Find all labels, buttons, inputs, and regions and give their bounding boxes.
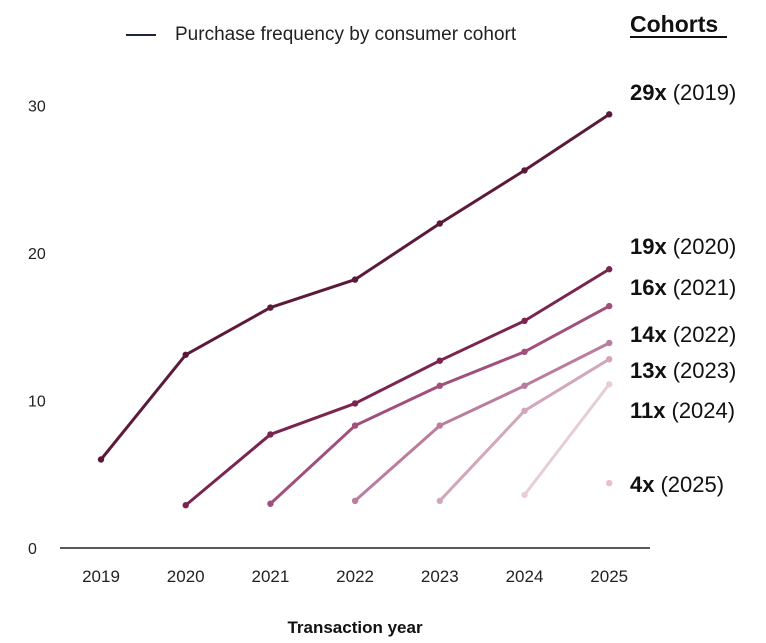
cohort-end-label-2020: 19x (2020) (630, 234, 736, 259)
cohort-year: (2021) (673, 275, 737, 300)
cohort-end-label-2021: 16x (2021) (630, 275, 736, 300)
x-tick-label: 2022 (336, 567, 374, 586)
data-point-2023 (521, 407, 528, 415)
data-point-2020 (351, 400, 359, 407)
cohort-multiplier: 29x (630, 80, 667, 105)
x-axis-ticks: 2019 2020 2021 2022 2023 2024 2025 (82, 567, 628, 586)
data-point-2023 (606, 356, 613, 363)
y-axis-ticks: 0 10 20 30 (28, 99, 46, 559)
data-point-2021 (351, 422, 359, 429)
cohort-multiplier: 16x (630, 275, 667, 300)
series-points (97, 111, 613, 509)
data-point-2022 (606, 339, 613, 347)
cohort-year: (2024) (672, 398, 736, 423)
data-point-2023 (436, 497, 443, 504)
cohort-multiplier: 14x (630, 322, 667, 347)
data-point-2022 (351, 497, 359, 504)
cohort-end-label-2022: 14x (2022) (630, 322, 736, 347)
x-tick-label: 2023 (421, 567, 459, 586)
series-line-2019 (99, 112, 611, 461)
data-point-2024 (606, 381, 613, 388)
cohort-end-label-2023: 13x (2023) (630, 358, 736, 383)
x-tick-label: 2021 (251, 567, 289, 586)
legend-label: Purchase frequency by consumer cohort (175, 24, 517, 45)
series-lines (99, 112, 611, 507)
cohort-year: (2019) (673, 80, 737, 105)
data-point-2025 (606, 479, 613, 487)
y-tick-label: 30 (28, 99, 46, 116)
cohort-year: (2020) (673, 234, 737, 259)
data-point-2024 (521, 491, 528, 499)
series-line-2020 (184, 267, 611, 507)
x-axis-title: Transaction year (287, 618, 423, 637)
series-line-2021 (268, 304, 611, 506)
data-point-2019 (351, 276, 359, 283)
x-tick-label: 2020 (167, 567, 205, 586)
x-tick-label: 2019 (82, 567, 120, 586)
data-point-2022 (436, 422, 443, 429)
cohort-year: (2022) (673, 322, 737, 347)
cohorts-heading: Cohorts (630, 11, 718, 37)
data-point-2021 (436, 382, 443, 389)
data-point-2019 (521, 167, 528, 174)
x-tick-label: 2024 (506, 567, 544, 586)
y-tick-label: 0 (28, 541, 37, 558)
data-point-2022 (521, 382, 528, 389)
data-point-2019 (182, 351, 189, 358)
cohort-end-label-2019: 29x (2019) (630, 80, 736, 105)
data-point-2019 (436, 220, 443, 227)
series-line-2022 (353, 341, 611, 503)
y-tick-label: 10 (28, 394, 46, 411)
data-point-2019 (267, 304, 274, 311)
x-tick-label: 2025 (590, 567, 628, 586)
cohort-end-label-2024: 11x (2024) (630, 398, 735, 423)
data-point-2020 (267, 431, 274, 438)
data-point-2021 (521, 348, 528, 356)
series-end-labels: 29x (2019)19x (2020)16x (2021)14x (2022)13x(… (630, 80, 736, 497)
data-point-2019 (97, 456, 105, 463)
cohort-year: (2025) (660, 472, 724, 497)
cohort-end-label-2025: 4x (2025) (630, 472, 724, 497)
data-point-2020 (436, 357, 443, 364)
data-point-2020 (606, 266, 613, 273)
data-point-2021 (267, 500, 274, 507)
series-line-2024 (523, 382, 611, 497)
y-tick-label: 20 (28, 246, 46, 263)
cohort-multiplier: 19x (630, 234, 667, 259)
data-point-2020 (521, 317, 528, 325)
cohort-year: (2023) (673, 358, 737, 383)
data-point-2019 (606, 111, 613, 118)
data-point-2020 (182, 502, 189, 509)
cohort-multiplier: 4x (630, 472, 655, 497)
data-point-2021 (606, 302, 613, 310)
series-line-2023 (438, 357, 611, 503)
cohort-multiplier: 11x (630, 398, 666, 423)
cohort-multiplier: 13x (630, 358, 667, 383)
